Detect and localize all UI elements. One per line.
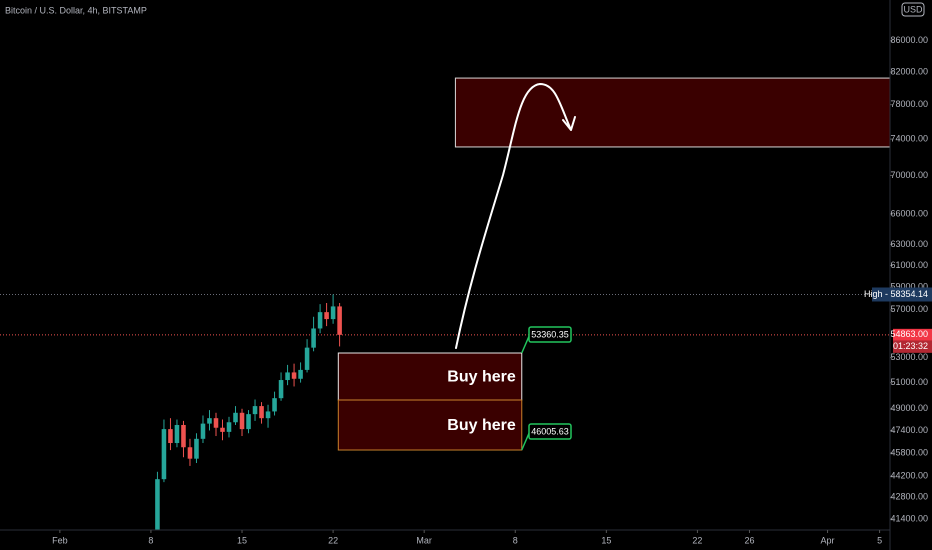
high-badge bbox=[872, 287, 932, 302]
candle-body bbox=[265, 411, 271, 419]
zones: Buy here Buy here bbox=[337, 77, 890, 451]
y-tick-label: 51000.00 bbox=[890, 377, 928, 387]
x-tick-label: 22 bbox=[328, 535, 338, 545]
candle-body bbox=[155, 479, 160, 530]
x-tick-label: Feb bbox=[52, 535, 68, 545]
y-tick-label: 78000.00 bbox=[890, 99, 928, 109]
x-tick-label: 8 bbox=[513, 535, 518, 545]
zone-text: Buy here bbox=[447, 417, 516, 434]
drawn-arrow bbox=[455, 82, 576, 349]
y-tick-label: 45800.00 bbox=[890, 447, 928, 457]
candle-body bbox=[168, 429, 173, 444]
candle-body bbox=[213, 418, 219, 428]
y-tick-label: 42800.00 bbox=[890, 492, 928, 502]
candle-body bbox=[220, 427, 225, 432]
candle-body bbox=[317, 312, 323, 329]
y-tick-label: 53000.00 bbox=[890, 352, 928, 362]
price-label-box bbox=[528, 423, 572, 440]
x-tick-label: Apr bbox=[821, 535, 835, 545]
countdown-text: 01:23:32 bbox=[893, 341, 928, 351]
price-label: 53360.35 bbox=[531, 329, 569, 339]
candle-body bbox=[337, 306, 342, 335]
candle-body bbox=[311, 328, 316, 348]
candle-body bbox=[200, 423, 206, 439]
candle-body bbox=[330, 306, 336, 320]
y-tick-label: 59000.00 bbox=[890, 282, 928, 292]
last-price-badge bbox=[893, 328, 932, 341]
candle-body bbox=[181, 424, 186, 448]
candle-body bbox=[285, 372, 290, 381]
currency[interactable]: USD bbox=[903, 4, 923, 14]
chart-title: Bitcoin / U.S. Dollar, 4h, BITSTAMP bbox=[5, 5, 147, 15]
y-tick-label: 57000.00 bbox=[890, 304, 928, 314]
zone bbox=[454, 77, 890, 148]
zone bbox=[337, 399, 523, 451]
candle-body bbox=[246, 414, 251, 430]
y-tick-label: 86000.00 bbox=[890, 35, 928, 45]
candle-body bbox=[252, 406, 258, 415]
candle-body bbox=[304, 347, 310, 370]
candle-body bbox=[324, 312, 329, 320]
x-tick-label: 5 bbox=[877, 535, 882, 545]
currency-badge[interactable] bbox=[901, 2, 925, 17]
y-tick-label: 74000.00 bbox=[890, 134, 928, 144]
y-tick-label: 66000.00 bbox=[890, 208, 928, 218]
candle-body bbox=[298, 369, 303, 379]
y-tick-label: 44200.00 bbox=[890, 471, 928, 481]
candle-body bbox=[278, 380, 284, 399]
x-tick-label: 15 bbox=[601, 535, 611, 545]
candle-body bbox=[259, 406, 264, 419]
price-label-box bbox=[528, 326, 572, 343]
x-tick-label: 22 bbox=[692, 535, 702, 545]
candle-body bbox=[239, 412, 245, 430]
x-tick-label: Mar bbox=[416, 535, 432, 545]
candle-body bbox=[174, 424, 180, 444]
candle-body bbox=[161, 429, 167, 480]
candle-body bbox=[272, 398, 277, 412]
last-price-text: 54863.00 bbox=[890, 329, 928, 339]
y-tick-label: 70000.00 bbox=[890, 170, 928, 180]
candle-body bbox=[233, 412, 238, 423]
high-badge-text: High - 58354.14 bbox=[864, 289, 928, 299]
candle-body bbox=[194, 438, 199, 459]
price-label: 46005.63 bbox=[531, 426, 569, 436]
candle-body bbox=[207, 418, 212, 424]
candles bbox=[155, 294, 342, 530]
candle-body bbox=[291, 372, 297, 379]
x-tick-label: 26 bbox=[744, 535, 754, 545]
y-tick-label: 49000.00 bbox=[890, 403, 928, 413]
zone-text: Buy here bbox=[447, 369, 516, 386]
x-tick-label: 15 bbox=[237, 535, 247, 545]
x-tick-label: 8 bbox=[148, 535, 153, 545]
y-tick-label: 47400.00 bbox=[890, 425, 928, 435]
y-tick-label: 82000.00 bbox=[890, 66, 928, 76]
candle-body bbox=[226, 422, 232, 432]
y-tick-label: 61000.00 bbox=[890, 260, 928, 270]
countdown-badge bbox=[893, 340, 932, 353]
y-tick-label: 41400.00 bbox=[890, 513, 928, 523]
candle-body bbox=[187, 447, 193, 459]
y-tick-label: 63000.00 bbox=[890, 239, 928, 249]
